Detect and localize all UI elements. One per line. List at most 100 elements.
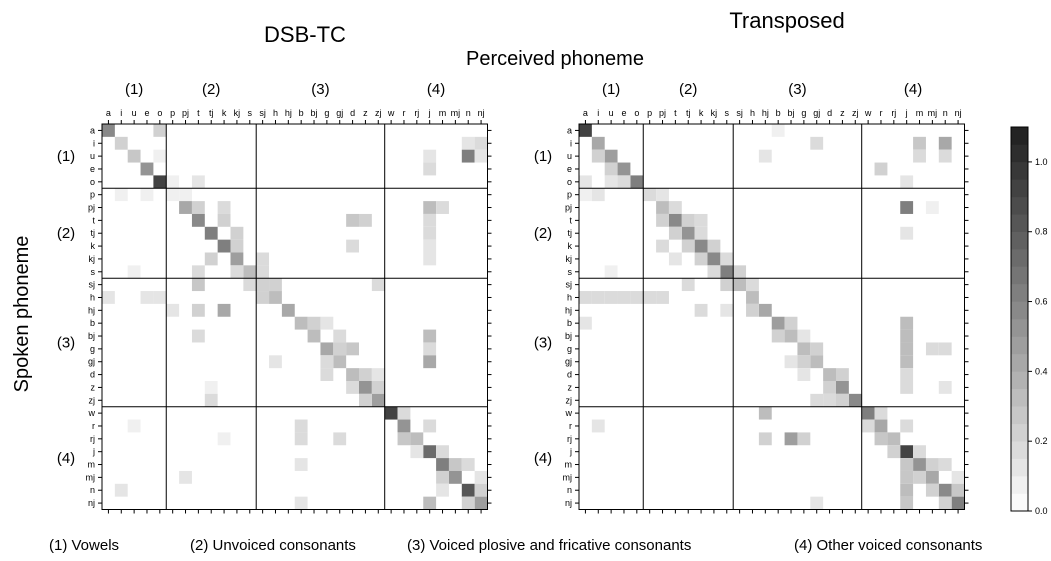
heatmap-cell-tj-j — [423, 226, 437, 240]
heatmap-cell-w-r — [397, 406, 411, 420]
heatmap-cell-d-g — [320, 368, 334, 381]
heatmap-cell-zj-gj — [810, 393, 824, 407]
heatmap-cell-a-b — [771, 124, 785, 137]
heatmap-cell-h-a — [579, 291, 592, 304]
heatmap-cell-d-d — [823, 368, 836, 381]
heatmap-cell-s-s — [243, 265, 257, 279]
x-tick-label: k — [699, 108, 704, 118]
colorbar-step — [1011, 231, 1028, 250]
heatmap-cell-mj-m — [436, 470, 449, 484]
heatmap-cell-n-nj — [951, 483, 965, 497]
heatmap-cell-bj-b — [771, 329, 785, 343]
heatmap-cell-a-a — [579, 124, 592, 137]
heatmap-cell-j-j — [900, 445, 914, 459]
heatmap-cell-h-o — [153, 291, 167, 304]
heatmap-cell-pj-j — [423, 201, 437, 214]
heatmap-cell-o-o — [630, 175, 644, 189]
x-tick-label: zj — [375, 108, 382, 118]
x-tick-label: s — [248, 108, 253, 118]
y-tick-label: d — [90, 370, 95, 380]
x-tick-label: w — [387, 108, 395, 118]
heatmap-cell-g-g — [797, 342, 811, 356]
heatmap-cell-u-n — [938, 149, 952, 163]
y-tick-label: gj — [565, 357, 572, 367]
heatmap-cell-rj-k — [217, 432, 231, 446]
y-tick-label: g — [90, 344, 95, 354]
heatmap-cell-u-u — [127, 149, 141, 163]
colorbar-tick-label: 0.6 — [1035, 297, 1048, 307]
group-label-y: (3) — [57, 334, 75, 351]
heatmap-cell-pj-t — [668, 201, 682, 214]
heatmap-cell-p-a — [579, 188, 592, 202]
heatmap-panel-transposed: aaiiuueeoopppjpjtttjtjkkkjkjsssjsjhhhjhj… — [534, 81, 969, 514]
heatmap-cell-hj-hj — [758, 303, 772, 317]
heatmap-cell-r-i — [591, 419, 605, 433]
y-tick-label: nj — [88, 498, 95, 508]
heatmap-cell-r-r — [874, 419, 888, 433]
group-label-x: (1) — [602, 81, 620, 98]
y-tick-label: rj — [90, 434, 95, 444]
x-tick-label: e — [144, 108, 149, 118]
heatmap-cell-hj-k — [217, 303, 231, 317]
heatmap-cell-p-p — [166, 188, 180, 202]
heatmap-cell-nj-nj — [474, 496, 488, 510]
heatmap-cell-e-u — [604, 162, 618, 176]
x-tick-label: b — [776, 108, 781, 118]
heatmap-cell-b-b — [771, 316, 785, 330]
heatmap-cell-a-o — [153, 124, 167, 137]
x-tick-label: bj — [311, 108, 318, 118]
heatmap-cell-u-o — [153, 149, 167, 163]
heatmap-cell-u-i — [591, 149, 605, 163]
heatmap-cell-rj-rj — [410, 432, 424, 446]
heatmap-cell-bj-gj — [333, 329, 347, 343]
x-tick-label: h — [273, 108, 278, 118]
heatmap-cell-nj-j — [900, 496, 914, 510]
x-tick-label: pj — [182, 108, 189, 118]
heatmap-cell-z-z — [359, 381, 372, 394]
heatmap-cell-p-i — [591, 188, 605, 202]
y-tick-label: sj — [89, 280, 96, 290]
colorbar-tick-label: 0.2 — [1035, 436, 1048, 446]
group-label-y: (3) — [534, 334, 552, 351]
x-tick-label: a — [583, 108, 588, 118]
y-tick-label: kj — [566, 254, 573, 264]
heatmap-cell-gj-gj — [333, 355, 347, 369]
colorbar-step — [1011, 214, 1028, 233]
x-tick-label: j — [428, 108, 431, 118]
heatmap-cell-sj-h — [746, 278, 759, 292]
group-label-x: (3) — [788, 81, 806, 98]
heatmap-cell-o-u — [604, 175, 618, 189]
heatmap-cell-o-t — [191, 175, 205, 189]
heatmap-cell-kj-t — [668, 252, 682, 266]
x-tick-label: i — [597, 108, 599, 118]
y-tick-label: h — [90, 292, 95, 302]
heatmap-cell-i-i — [591, 136, 605, 150]
y-tick-label: nj — [565, 498, 572, 508]
colorbar-tick-label: 0.8 — [1035, 227, 1048, 237]
y-tick-label: p — [567, 190, 572, 200]
heatmap-cell-b-bj — [307, 316, 321, 330]
heatmap-cell-nj-gj — [810, 496, 824, 510]
heatmap-cell-w-w — [384, 406, 398, 420]
heatmap-cell-zj-zj — [371, 393, 385, 407]
x-tick-label: sj — [736, 108, 743, 118]
y-axis-label: Spoken phoneme — [11, 236, 33, 393]
x-tick-label: z — [363, 108, 368, 118]
heatmap-cell-kj-kj — [230, 252, 244, 266]
y-tick-label: a — [567, 125, 572, 135]
y-tick-label: tj — [91, 228, 96, 238]
y-tick-label: e — [567, 164, 572, 174]
colorbar-frame — [1010, 126, 1029, 512]
heatmap-cell-tj-kj — [230, 226, 244, 240]
heatmap-cell-d-g — [797, 368, 811, 381]
x-tick-label: t — [674, 108, 677, 118]
y-tick-label: u — [567, 151, 572, 161]
heatmap-cell-r-r — [397, 419, 411, 433]
heatmap-cell-s-sj — [733, 265, 747, 279]
heatmap-cell-r-w — [861, 419, 875, 433]
x-tick-label: m — [439, 108, 447, 118]
heatmap-cell-tj-tj — [681, 226, 695, 240]
heatmap-cell-p-p — [643, 188, 657, 202]
heatmap-cell-t-z — [359, 213, 372, 227]
